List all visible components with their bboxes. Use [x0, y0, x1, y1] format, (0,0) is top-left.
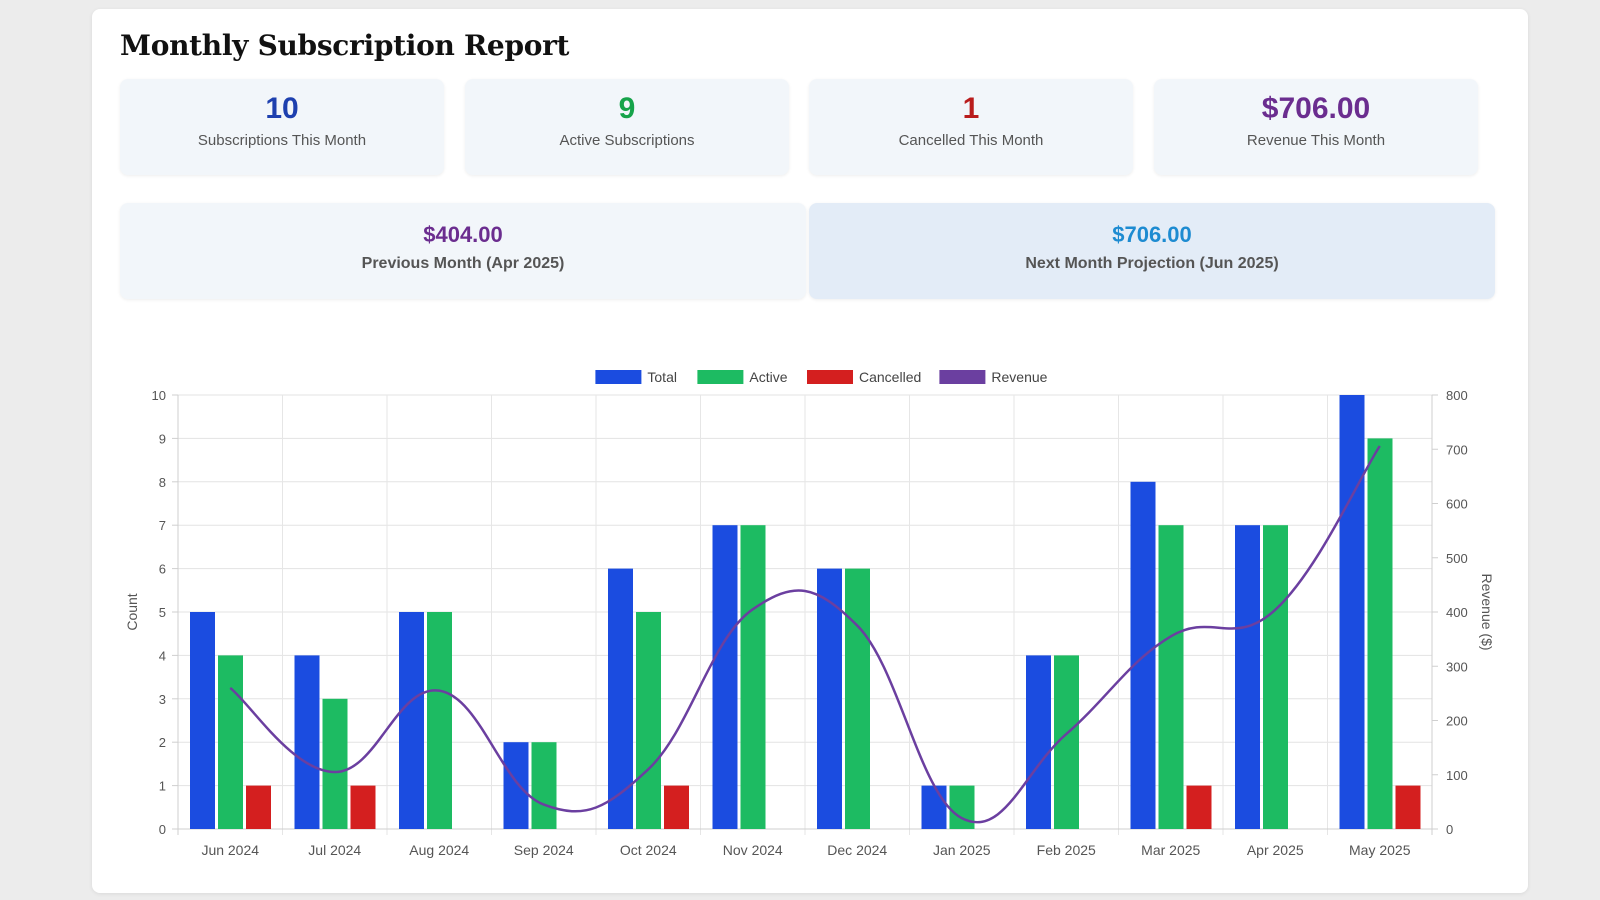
projection-label: Next Month Projection (Jun 2025) [1025, 255, 1279, 272]
x-tick-label: Aug 2024 [409, 842, 469, 858]
y-right-tick-label: 400 [1446, 605, 1468, 620]
bar-active-dec-2024 [845, 568, 870, 829]
bar-total-dec-2024 [817, 568, 842, 829]
stat-card-active: 9 Active Subscriptions [465, 79, 789, 175]
y-left-tick-label: 4 [159, 648, 166, 663]
bar-active-apr-2025 [1263, 525, 1288, 829]
y-left-tick-label: 9 [159, 431, 166, 446]
legend-label-revenue: Revenue [991, 369, 1047, 385]
x-tick-label: Nov 2024 [723, 842, 783, 858]
y-left-axis-title: Count [124, 593, 140, 630]
x-tick-label: Jan 2025 [933, 842, 991, 858]
stat-card-revenue: $706.00 Revenue This Month [1154, 79, 1478, 175]
bar-cancelled-oct-2024 [664, 785, 689, 829]
x-tick-label: Jul 2024 [308, 842, 361, 858]
page-title: Monthly Subscription Report [120, 29, 570, 62]
y-left-tick-label: 5 [159, 605, 166, 620]
bar-cancelled-jun-2024 [246, 785, 271, 829]
y-left-tick-label: 3 [159, 692, 166, 707]
y-right-tick-label: 700 [1446, 442, 1468, 457]
bar-total-aug-2024 [399, 612, 424, 829]
bar-total-may-2025 [1339, 395, 1365, 829]
stat-value-active: 9 [618, 92, 636, 125]
previous-month-card: $404.00 Previous Month (Apr 2025) [120, 203, 806, 299]
bar-total-apr-2025 [1235, 525, 1260, 829]
bar-active-aug-2024 [427, 612, 452, 829]
y-left-tick-label: 0 [159, 822, 166, 837]
revenue-line [229, 445, 1381, 824]
y-left-tick-label: 8 [159, 475, 166, 490]
x-tick-label: Feb 2025 [1037, 842, 1096, 858]
bar-active-nov-2024 [740, 525, 766, 829]
bar-total-jan-2025 [921, 785, 947, 829]
y-right-tick-label: 600 [1446, 497, 1468, 512]
x-tick-label: Mar 2025 [1141, 842, 1200, 858]
bar-active-sep-2024 [531, 742, 557, 829]
legend-label-cancelled: Cancelled [859, 369, 921, 385]
stat-value-cancelled: 1 [962, 92, 980, 125]
x-tick-label: Dec 2024 [827, 842, 887, 858]
x-tick-label: Jun 2024 [201, 842, 259, 858]
x-tick-label: Sep 2024 [514, 842, 574, 858]
previous-month-value: $404.00 [423, 222, 503, 247]
stat-value-revenue: $706.00 [1261, 92, 1371, 125]
y-left-tick-label: 10 [152, 388, 166, 403]
legend-swatch-total [595, 370, 642, 384]
y-right-tick-label: 100 [1446, 768, 1468, 783]
legend-label-active: Active [749, 369, 787, 385]
previous-month-label: Previous Month (Apr 2025) [361, 255, 565, 272]
legend-swatch-active [697, 370, 744, 384]
stat-label-cancelled: Cancelled This Month [898, 132, 1044, 149]
y-right-tick-label: 300 [1446, 659, 1468, 674]
bar-cancelled-mar-2025 [1186, 785, 1212, 829]
y-left-tick-label: 2 [159, 735, 166, 750]
x-tick-label: May 2025 [1349, 842, 1411, 858]
bar-cancelled-may-2025 [1395, 785, 1421, 829]
stat-card-cancelled: 1 Cancelled This Month [809, 79, 1133, 175]
y-right-axis-title: Revenue ($) [1479, 573, 1495, 650]
bar-active-mar-2025 [1158, 525, 1184, 829]
bar-cancelled-jul-2024 [350, 785, 376, 829]
y-right-tick-label: 800 [1446, 388, 1468, 403]
stat-label-revenue: Revenue This Month [1246, 132, 1386, 149]
bar-active-oct-2024 [636, 612, 661, 829]
bar-total-oct-2024 [608, 568, 633, 829]
projection-card: $706.00 Next Month Projection (Jun 2025) [809, 203, 1495, 299]
legend-swatch-cancelled [807, 370, 853, 384]
legend-label-total: Total [647, 369, 677, 385]
bar-active-jun-2024 [218, 655, 243, 829]
legend-swatch-revenue [939, 370, 986, 384]
y-left-tick-label: 7 [159, 518, 166, 533]
projection-value: $706.00 [1112, 222, 1192, 247]
y-right-tick-label: 0 [1446, 822, 1453, 837]
stat-value-subscriptions: 10 [265, 92, 299, 125]
x-tick-label: Apr 2025 [1247, 842, 1304, 858]
bar-total-sep-2024 [503, 742, 529, 829]
stat-label-active: Active Subscriptions [559, 132, 695, 149]
bar-total-nov-2024 [712, 525, 738, 829]
bar-total-jun-2024 [190, 612, 215, 829]
bar-active-may-2025 [1367, 438, 1393, 829]
stat-card-subscriptions: 10 Subscriptions This Month [120, 79, 444, 175]
bar-active-jul-2024 [322, 698, 348, 829]
stat-label-subscriptions: Subscriptions This Month [197, 132, 367, 149]
y-right-tick-label: 500 [1446, 551, 1468, 566]
bar-total-jul-2024 [294, 655, 320, 829]
bar-total-feb-2025 [1026, 655, 1051, 829]
x-tick-label: Oct 2024 [620, 842, 677, 858]
y-left-tick-label: 1 [159, 779, 166, 794]
y-left-tick-label: 6 [159, 562, 166, 577]
y-right-tick-label: 200 [1446, 714, 1468, 729]
